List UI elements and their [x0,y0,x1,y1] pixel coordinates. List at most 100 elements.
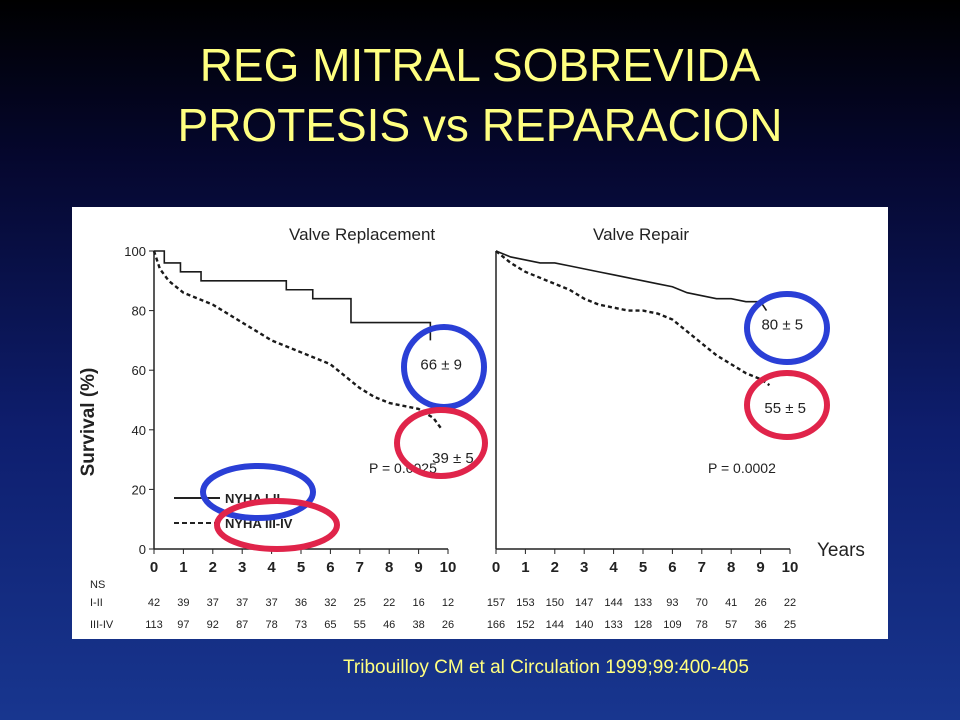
risk-table-cell: 39 [177,597,189,609]
highlight-circle-red-39 [394,407,488,479]
x-tick-label: 9 [756,559,764,576]
panel-title-valve-repair: Valve Repair [593,225,689,244]
x-tick-label: 8 [385,559,393,576]
risk-table-cell: 65 [324,619,336,631]
highlight-circle-blue-80 [744,291,830,365]
y-tick-label: 60 [132,363,146,378]
risk-row-label-i-ii: I-II [90,597,103,609]
series-line-nyha-i-ii [154,250,432,341]
citation: Tribouilloy CM et al Circulation 1999;99… [343,657,749,678]
series-line-nyha-i-ii [495,250,768,312]
x-tick-label: 2 [551,559,559,576]
risk-table-cell: 16 [412,597,424,609]
highlight-ellipse-blue-legend [200,463,316,521]
x-tick-label: 4 [609,559,618,576]
x-axis-label-years: Years [817,540,865,561]
risk-table-cell: 133 [604,619,622,631]
x-tick-label: 9 [414,559,422,576]
risk-table-cell: 38 [412,619,424,631]
x-tick-label: 8 [727,559,735,576]
risk-table-cell: 55 [354,619,366,631]
risk-table-cell: 41 [725,597,737,609]
risk-table-cell: 78 [696,619,708,631]
y-axis-label: Survival (%) [78,368,99,477]
risk-table-cell: 157 [487,597,505,609]
y-tick-label: 20 [132,482,146,497]
risk-table-cell: 144 [546,619,564,631]
highlight-circle-blue-66 [401,324,487,410]
risk-table-cell: 150 [546,597,564,609]
risk-table-cell: 70 [696,597,708,609]
risk-table-cell: 147 [575,597,593,609]
risk-table-cell: 42 [148,597,160,609]
risk-table-cell: 22 [784,597,796,609]
x-tick-label: 10 [440,559,457,576]
y-tick-label: 100 [124,244,146,259]
risk-table-cell: 153 [516,597,534,609]
end-label: 55 ± 5 [764,400,806,417]
x-tick-label: 1 [521,559,529,576]
panel-title-valve-replacement: Valve Replacement [289,225,435,244]
risk-table-cell: 32 [324,597,336,609]
risk-table-cell: 109 [663,619,681,631]
risk-table-cell: 57 [725,619,737,631]
risk-table-cell: 73 [295,619,307,631]
risk-table-cell: 97 [177,619,189,631]
risk-table-cell: 93 [666,597,678,609]
risk-table-cell: 22 [383,597,395,609]
risk-table-cell: 46 [383,619,395,631]
x-tick-label: 10 [782,559,799,576]
risk-table-cell: 37 [265,597,277,609]
risk-table-cell: 166 [487,619,505,631]
x-tick-label: 4 [267,559,276,576]
risk-table-cell: 133 [634,597,652,609]
slide-title-line1: REG MITRAL SOBREVIDA [199,39,761,91]
risk-table-cell: 25 [354,597,366,609]
series-line-nyha-iii-iv [495,250,771,387]
x-tick-label: 2 [209,559,217,576]
risk-table-cell: 25 [784,619,796,631]
risk-table-cell: 36 [295,597,307,609]
risk-table-cell: 140 [575,619,593,631]
x-tick-label: 0 [150,559,158,576]
highlight-ellipse-red-legend [214,498,340,552]
risk-table-cell: 152 [516,619,534,631]
x-tick-label: 6 [326,559,334,576]
risk-table-header: NS [90,579,105,591]
risk-table-cell: 92 [207,619,219,631]
end-label: 80 ± 5 [761,317,803,334]
x-tick-label: 5 [639,559,647,576]
y-tick-label: 40 [132,423,146,438]
risk-row-label-iii-iv: III-IV [90,619,114,631]
slide-title-line2: PROTESIS vs REPARACION [177,99,783,151]
y-tick-label: 0 [139,542,146,557]
series-line-nyha-iii-iv [152,250,444,431]
risk-table-cell: 12 [442,597,454,609]
x-tick-label: 3 [580,559,588,576]
x-tick-label: 5 [297,559,305,576]
end-label: 66 ± 9 [420,356,462,373]
risk-table-cell: 26 [442,619,454,631]
risk-table-cell: 87 [236,619,248,631]
risk-table-cell: 128 [634,619,652,631]
survival-figure: Valve Replacement Valve Repair Survival … [72,207,888,639]
risk-table-cell: 144 [604,597,622,609]
x-tick-label: 3 [238,559,246,576]
risk-table-cell: 26 [754,597,766,609]
x-tick-label: 7 [356,559,364,576]
x-tick-label: 1 [179,559,187,576]
p-value-repair: P = 0.0002 [708,460,776,476]
risk-table-cell: 36 [754,619,766,631]
risk-table-cell: 113 [145,619,163,631]
survival-chart-svg: Valve Replacement Valve Repair Survival … [78,225,865,631]
x-tick-label: 6 [668,559,676,576]
y-tick-label: 80 [132,304,146,319]
x-tick-label: 0 [492,559,500,576]
end-label: 39 ± 5 [432,450,474,467]
risk-table-cell: 78 [265,619,277,631]
risk-table-cell: 37 [236,597,248,609]
highlight-circle-red-55 [744,370,830,440]
risk-table-cell: 37 [207,597,219,609]
